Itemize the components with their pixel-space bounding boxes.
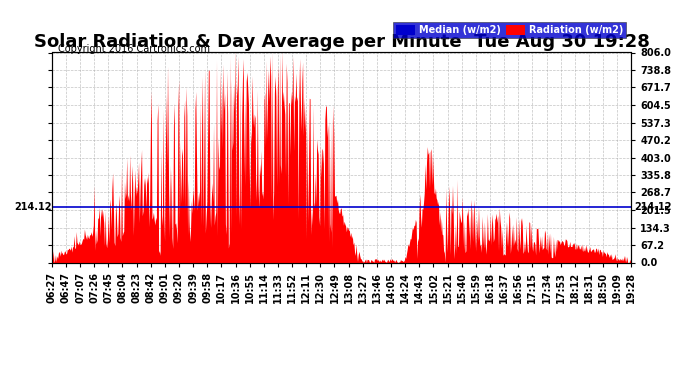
Text: Copyright 2016 Cartronics.com: Copyright 2016 Cartronics.com — [57, 44, 210, 54]
Legend: Median (w/m2), Radiation (w/m2): Median (w/m2), Radiation (w/m2) — [393, 22, 627, 38]
Text: 214.12: 214.12 — [634, 202, 672, 212]
Text: 214.12: 214.12 — [14, 202, 51, 212]
Title: Solar Radiation & Day Average per Minute  Tue Aug 30 19:28: Solar Radiation & Day Average per Minute… — [34, 33, 649, 51]
